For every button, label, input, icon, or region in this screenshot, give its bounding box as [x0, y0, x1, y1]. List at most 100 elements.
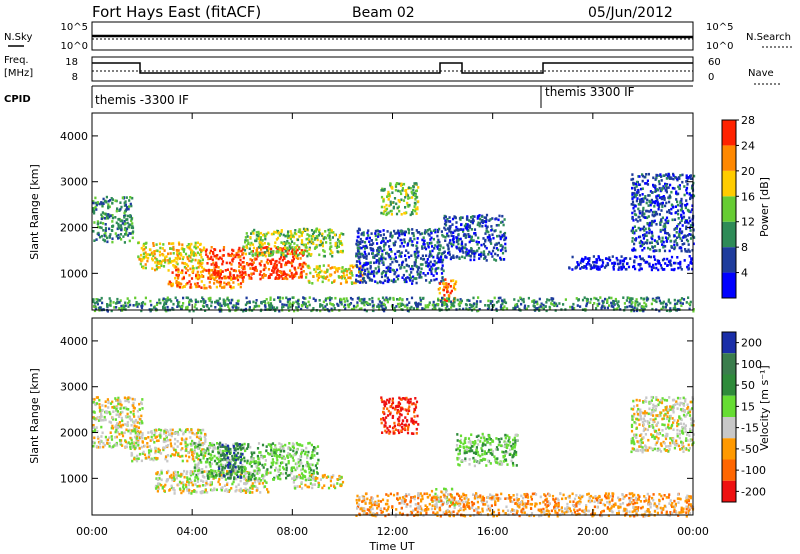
power-echo-cell: [362, 231, 365, 234]
power-echo-cell: [131, 225, 134, 228]
power-echo-cell: [439, 282, 442, 285]
power-echo-cell: [104, 226, 108, 230]
power-echo-cell: [485, 230, 488, 233]
velocity-echo-cell: [163, 485, 166, 488]
power-echo-cell: [282, 305, 285, 308]
power-echo-cell: [612, 305, 615, 308]
velocity-echo-cell: [164, 483, 167, 487]
power-echo-cell: [432, 300, 435, 304]
power-echo-cell: [219, 249, 222, 253]
power-echo-cell: [184, 262, 187, 265]
power-echo-cell: [127, 207, 130, 211]
power-echo-cell: [219, 269, 222, 273]
power-echo-cell: [152, 254, 155, 258]
power-echo-cell: [108, 205, 111, 209]
power-echo-cell: [189, 286, 192, 289]
power-echo-cell: [628, 296, 631, 300]
power-echo-cell: [681, 243, 684, 246]
power-echo-cell: [356, 254, 359, 257]
power-echo-cell: [691, 267, 694, 271]
power-echo-cell: [685, 174, 688, 177]
power-echo-cell: [205, 253, 208, 256]
power-echo-cell: [442, 282, 446, 285]
power-echo-cell: [470, 237, 473, 241]
power-echo-cell: [647, 194, 650, 197]
power-echo-cell: [652, 266, 655, 270]
velocity-echo-cell: [100, 425, 103, 429]
power-echo-cell: [394, 240, 397, 244]
power-echo-cell: [400, 302, 403, 306]
power-echo-cell: [516, 305, 519, 308]
power-echo-cell: [177, 282, 180, 285]
power-echo-cell: [396, 231, 399, 235]
power-echo-cell: [449, 225, 452, 228]
power-echo-cell: [413, 261, 416, 264]
power-echo-cell: [305, 276, 308, 279]
power-echo-cell: [448, 227, 451, 231]
power-echo-cell: [651, 237, 654, 241]
power-echo-cell: [170, 300, 173, 303]
power-echo-cell: [377, 235, 380, 238]
power-echo-cell: [361, 281, 364, 284]
power-echo-cell: [405, 263, 408, 267]
velocity-echo-cell: [197, 457, 200, 461]
velocity-echo-cell: [291, 456, 294, 460]
power-echo-cell: [283, 243, 287, 247]
power-echo-cell: [337, 238, 340, 241]
power-echo-cell: [621, 259, 624, 263]
power-echo-cell: [349, 296, 353, 300]
power-echo-cell: [504, 246, 507, 250]
velocity-echo-cell: [176, 445, 179, 448]
power-echo-cell: [277, 296, 280, 299]
velocity-echo-cell: [191, 470, 194, 474]
power-echo-cell: [300, 267, 303, 271]
power-echo-cell: [263, 300, 266, 303]
velocity-echo-cell: [185, 437, 188, 441]
power-echo-cell: [645, 173, 648, 176]
power-echo-cell: [104, 213, 107, 216]
power-echo-cell: [424, 305, 428, 309]
power-echo-cell: [267, 268, 271, 271]
power-echo-cell: [684, 249, 687, 253]
power-echo-cell: [196, 241, 199, 245]
power-echo-cell: [318, 243, 321, 247]
power-echo-cell: [181, 257, 184, 261]
power-echo-cell: [581, 298, 585, 302]
power-echo-cell: [128, 199, 131, 202]
power-echo-cell: [407, 197, 410, 200]
power-echo-cell: [658, 202, 661, 206]
velocity-echo-cell: [92, 426, 96, 429]
power-echo-cell: [638, 209, 641, 213]
power-echo-cell: [643, 233, 646, 236]
power-echo-cell: [669, 307, 672, 310]
velocity-echo-cell: [206, 482, 209, 486]
power-echo-cell: [117, 233, 120, 237]
power-echo-cell: [413, 237, 416, 241]
power-echo-cell: [104, 231, 107, 235]
velocity-echo-cell: [98, 406, 101, 410]
velocity-echo-cell: [180, 491, 183, 495]
power-echo-cell: [661, 203, 664, 207]
power-echo-cell: [450, 306, 453, 309]
power-echo-cell: [212, 251, 215, 254]
noise-right-label: N.Search: [746, 32, 791, 43]
power-echo-cell: [638, 200, 642, 204]
power-echo-cell: [237, 306, 240, 310]
power-echo-cell: [666, 232, 669, 235]
power-echo-cell: [678, 231, 681, 235]
power-echo-cell: [676, 203, 680, 207]
power-echo-cell: [652, 220, 655, 224]
power-echo-cell: [633, 264, 636, 268]
power-echo-cell: [665, 186, 668, 189]
power-echo-cell: [658, 186, 661, 190]
velocity-echo-cell: [99, 416, 102, 420]
power-echo-cell: [689, 300, 692, 304]
power-echo-cell: [443, 294, 446, 297]
power-echo-cell: [363, 247, 367, 250]
power-echo-cell: [637, 189, 640, 192]
velocity-echo-cell: [135, 437, 138, 440]
power-echo-cell: [444, 306, 447, 310]
power-echo-cell: [117, 226, 121, 230]
power-echo-cell: [672, 261, 676, 265]
power-echo-cell: [204, 301, 207, 304]
